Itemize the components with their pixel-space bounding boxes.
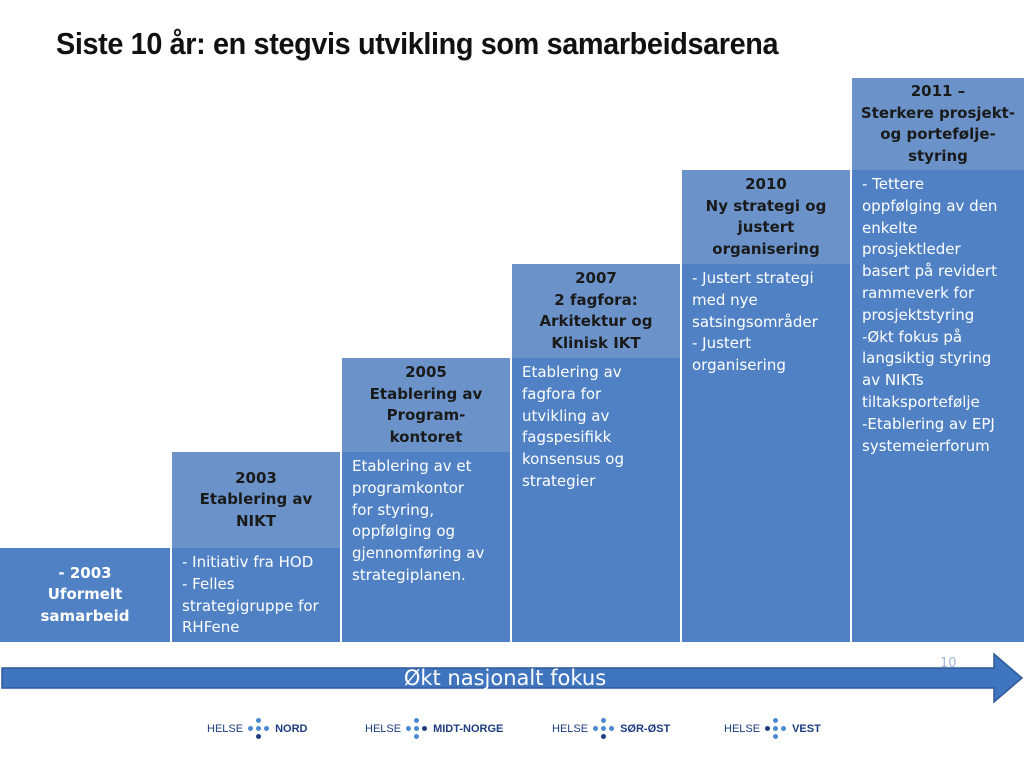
step-header: 2007 2 fagfora: Arkitektur og Klinisk IKT <box>512 264 680 358</box>
step-header-line: 2011 – <box>910 82 966 100</box>
step-header-line: Program- <box>386 406 466 424</box>
step-body-line: Etablering av <box>522 363 622 381</box>
logo-name: SØR-ØST <box>620 723 671 735</box>
step-header: - 2003 Uformelt samarbeid <box>0 548 170 642</box>
arrow-label: Økt nasjonalt fokus <box>403 666 607 690</box>
step-body-line: tiltaksportefølje <box>862 392 980 411</box>
step-header: 2003 Etablering av NIKT <box>172 452 340 548</box>
logo-prefix: HELSE <box>724 723 761 735</box>
step-body-line: - Justert strategi <box>692 269 814 287</box>
step-header-line: og portefølje- <box>880 125 996 143</box>
step-body-line: programkontor <box>352 478 465 497</box>
step-body-line: fagspesifikk <box>522 428 612 447</box>
step-header-line: NIKT <box>236 511 276 530</box>
step-body-line: -Etablering av EPJ <box>862 414 995 433</box>
step-header-line: styring <box>908 146 968 165</box>
step-body-line: - Justert <box>692 334 752 353</box>
step-body-line: fagfora for <box>522 384 602 403</box>
step-body-line: basert på revidert <box>862 262 997 281</box>
step-4: 2010 Ny strategi og justert organisering - J… <box>682 170 850 642</box>
step-header-line: 2 fagfora: <box>554 290 638 309</box>
step-header-line: kontoret <box>389 427 463 446</box>
step-body-line: oppfølging og <box>352 522 456 541</box>
step-body-line: oppfølging av den <box>862 196 998 215</box>
step-header-line: Ny strategi og <box>705 196 827 215</box>
step-header-line: samarbeid <box>40 606 130 625</box>
step-body: - Initiativ fra HOD - Felles strategigrupp… <box>172 548 340 642</box>
step-header-line: Sterkere prosjekt- <box>860 103 1016 122</box>
logo-name: MIDT-NORGE <box>433 723 504 735</box>
step-body-line: - Felles <box>182 574 235 593</box>
logo-dots-icon <box>765 718 787 740</box>
step-body: Etablering av fagfora for utvikling av fags… <box>512 358 680 642</box>
step-body: - Justert strategi med nye satsingsområder… <box>682 264 850 642</box>
step-body-line: for styring, <box>352 500 435 519</box>
step-header-line: 2010 <box>745 175 787 193</box>
step-body-line: prosjektstyring <box>862 305 975 324</box>
step-body-line: -Økt fokus på <box>862 327 963 346</box>
step-2: 2005 Etablering av Program-kontoret Etabler… <box>342 358 510 642</box>
step-body-line: gjennomføring av <box>352 544 485 563</box>
step-3: 2007 2 fagfora: Arkitektur og Klinisk IKT Et… <box>512 264 680 642</box>
step-body-line: av NIKTs <box>862 371 924 390</box>
step-body-line: enkelte <box>862 218 918 237</box>
step-header-line: justert <box>737 218 795 236</box>
logo-name: NORD <box>275 723 308 735</box>
step-body-line: langsiktig styring <box>862 349 992 368</box>
logo-name: VEST <box>792 723 821 735</box>
step-header-line: Etablering av <box>369 384 483 403</box>
logo-helse-vest: HELSE VEST <box>724 718 821 740</box>
logo-helse-sor-ost: HELSE SØR-ØST <box>552 718 670 740</box>
logo-dots-icon <box>406 718 428 740</box>
step-body-line: prosjektleder <box>862 240 961 259</box>
logo-helse-nord: HELSE NORD <box>207 718 307 740</box>
step-body: Etablering av et programkontor for styring… <box>342 452 510 642</box>
step-body-line: rammeverk for <box>862 283 975 302</box>
step-header-line: organisering <box>712 239 820 258</box>
national-focus-arrow <box>1 652 1024 704</box>
page-title: Siste 10 år: en stegvis utvikling som sa… <box>56 26 779 61</box>
step-0: - 2003 Uformelt samarbeid <box>0 548 170 642</box>
step-header-line: 2005 <box>405 363 447 381</box>
logo-dots-icon <box>593 718 615 740</box>
step-body-line: strategier <box>522 471 596 490</box>
step-body-line: organisering <box>692 356 786 375</box>
step-body-line: strategigruppe for <box>182 596 319 615</box>
step-header-line: Etablering av <box>199 490 313 509</box>
step-body-line: konsensus og <box>522 450 624 469</box>
logo-bar: HELSE NORD HELSE MIDT-NORGE HELSE SØR-ØS… <box>0 708 1024 748</box>
logo-prefix: HELSE <box>552 723 589 735</box>
logo-prefix: HELSE <box>365 723 402 735</box>
step-header-line: - 2003 <box>58 563 112 582</box>
step-header: 2005 Etablering av Program-kontoret <box>342 358 510 452</box>
step-body-line: satsingsområder <box>692 312 818 331</box>
logo-dots-icon <box>248 718 270 740</box>
step-5: 2011 – Sterkere prosjekt-og portefølje-st… <box>852 78 1024 642</box>
logo-helse-midt-norge: HELSE MIDT-NORGE <box>365 718 503 740</box>
step-body: - Tettere oppfølging av den enkelte prosjek… <box>852 170 1024 642</box>
step-header-line: Uformelt <box>47 585 123 604</box>
step-header-line: Klinisk IKT <box>551 333 641 352</box>
step-body-line: RHFene <box>182 618 240 637</box>
page-number: 10 <box>940 656 957 671</box>
step-body-line: utvikling av <box>522 406 610 425</box>
step-header-line: 2003 <box>235 468 277 487</box>
step-body-line: - Tettere <box>862 175 925 193</box>
step-header: 2010 Ny strategi og justert organisering <box>682 170 850 264</box>
step-header-line: Arkitektur og <box>539 312 653 330</box>
step-header-line: 2007 <box>575 269 617 287</box>
logo-prefix: HELSE <box>207 723 244 735</box>
step-body-line: strategiplanen. <box>352 565 466 584</box>
step-body-line: - Initiativ fra HOD <box>182 553 314 571</box>
step-body-line: Etablering av et <box>352 457 472 475</box>
step-1: 2003 Etablering av NIKT - Initiativ fra HOD… <box>172 452 340 642</box>
step-body-line: systemeierforum <box>862 436 990 455</box>
step-header: 2011 – Sterkere prosjekt-og portefølje-st… <box>852 78 1024 170</box>
step-body-line: med nye <box>692 290 758 309</box>
